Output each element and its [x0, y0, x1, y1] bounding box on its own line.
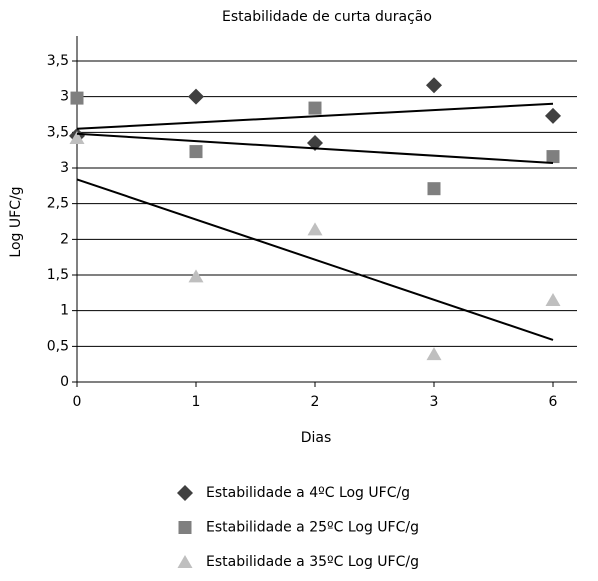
- y-tick-label: 1,5: [47, 267, 69, 283]
- chart-title: Estabilidade de curta duração: [222, 9, 432, 25]
- trend-line: [76, 102, 554, 130]
- y-tick-label: 3,5: [47, 53, 69, 69]
- point: [426, 77, 442, 94]
- x-tick-label: 1: [192, 394, 201, 410]
- point: [307, 135, 323, 152]
- point: [188, 88, 204, 105]
- point: [189, 145, 203, 159]
- trend-line: [76, 132, 554, 165]
- y-tick-label: 0,5: [47, 338, 69, 354]
- point: [545, 107, 561, 124]
- point: [177, 555, 193, 568]
- point: [545, 292, 561, 306]
- x-tick-label: 3: [430, 394, 439, 410]
- y-tick-label: 0: [60, 374, 69, 390]
- legend-label: Estabilidade a 4ºC Log UFC/g: [206, 485, 410, 501]
- point: [177, 485, 193, 501]
- y-tick-label: 3,5: [47, 124, 69, 140]
- y-tick-label: 2,5: [47, 196, 69, 212]
- point: [178, 521, 192, 534]
- y-tick-label: 1: [60, 303, 69, 319]
- legend-label: Estabilidade a 25ºC Log UFC/g: [206, 520, 419, 536]
- trend-line: [76, 178, 554, 341]
- y-tick-label: 3: [60, 160, 69, 176]
- x-tick-label: 6: [549, 394, 558, 410]
- point: [188, 269, 204, 283]
- point: [69, 131, 85, 145]
- y-tick-label: 3: [60, 89, 69, 105]
- x-tick-label: 0: [73, 394, 82, 410]
- point: [427, 182, 441, 196]
- point: [308, 101, 322, 115]
- point: [70, 91, 84, 105]
- point: [546, 150, 560, 164]
- y-axis-label: Log UFC/g: [8, 186, 24, 257]
- legend-label: Estabilidade a 35ºC Log UFC/g: [206, 554, 419, 570]
- x-tick-label: 2: [311, 394, 320, 410]
- point: [426, 347, 442, 361]
- y-tick-label: 2: [60, 231, 69, 247]
- point: [307, 222, 323, 236]
- x-axis-label: Dias: [301, 430, 332, 446]
